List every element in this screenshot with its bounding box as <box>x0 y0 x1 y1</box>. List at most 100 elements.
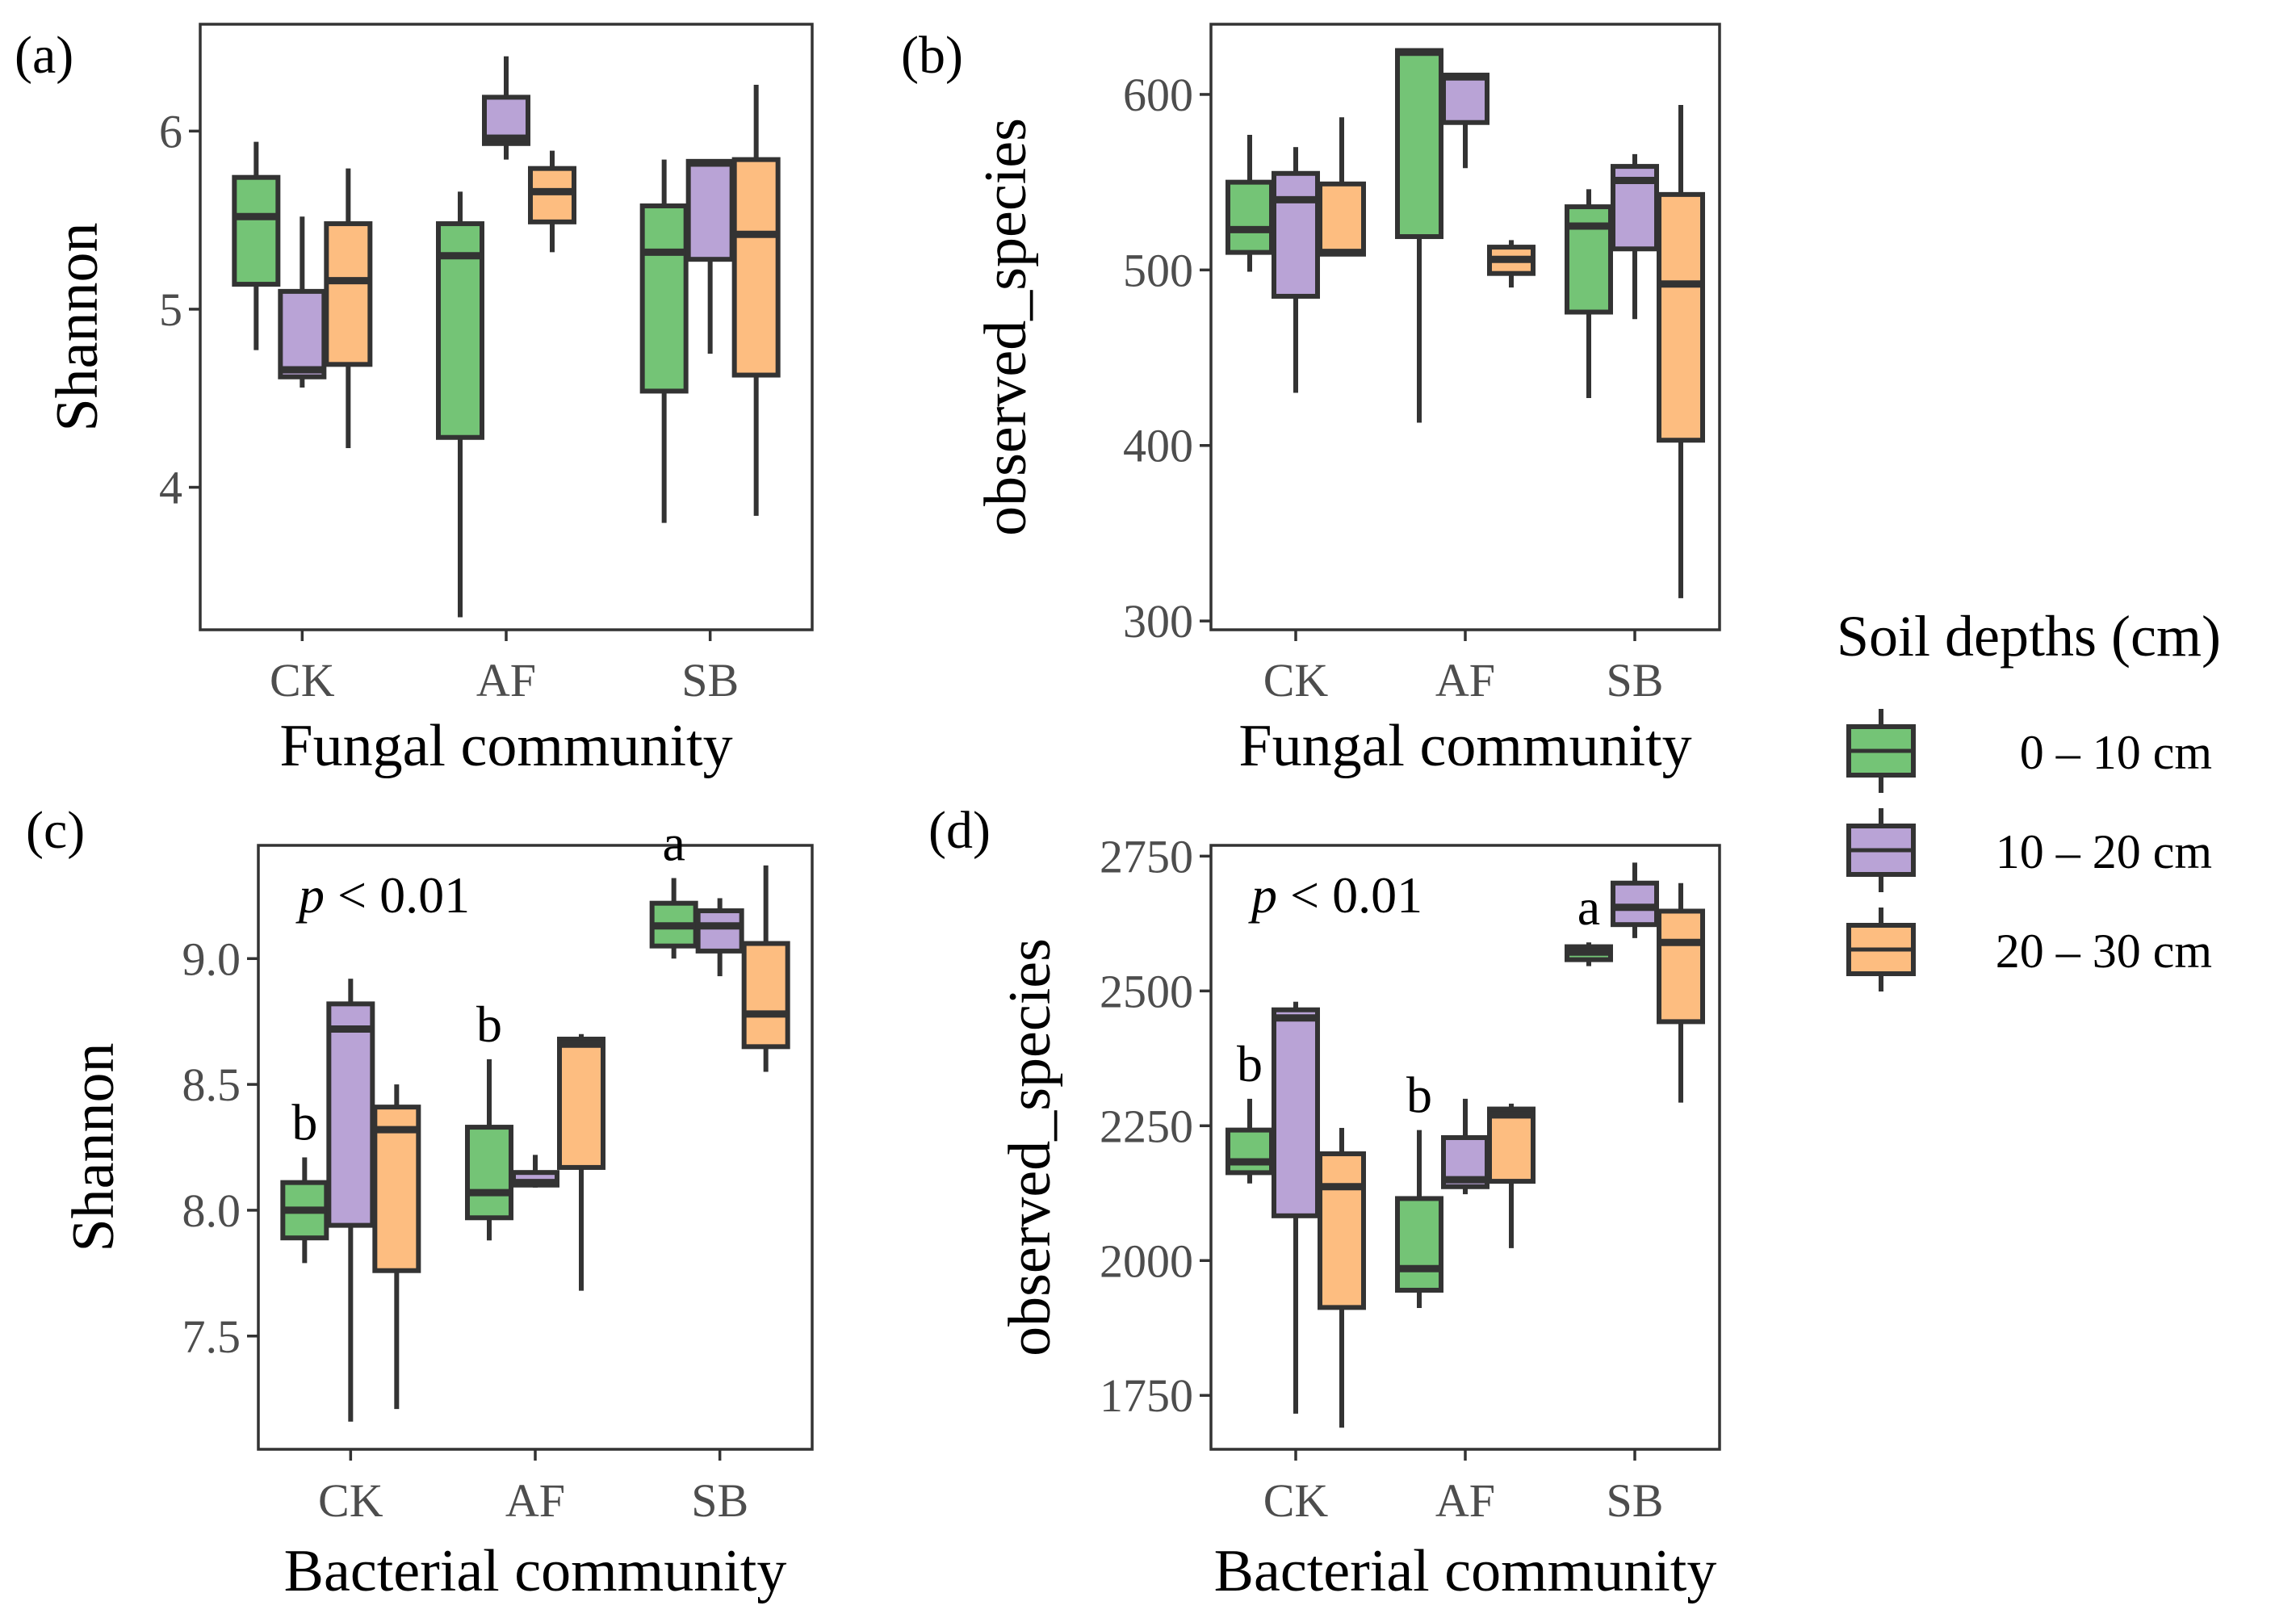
y-tick-label: 600 <box>1123 69 1193 121</box>
box-CK-2 <box>1272 147 1320 393</box>
box-CK-2 <box>326 979 375 1422</box>
box-AF-3 <box>557 1033 605 1291</box>
box-AF-1 <box>1395 1130 1443 1309</box>
box-AF-2 <box>482 56 530 160</box>
y-tick-label: 400 <box>1123 420 1193 472</box>
x-tick-label: SB <box>1607 1474 1664 1527</box>
box-AF-2 <box>1441 73 1489 169</box>
box-body <box>1226 179 1274 255</box>
box-SB-3 <box>741 865 790 1072</box>
y-axis-title: Shannon <box>44 223 111 432</box>
panels: (a) 4 5 6 CK AF SB Fungal community Shannon (b) 30… <box>15 23 1721 1604</box>
x-tick-label: CK <box>1263 1474 1329 1527</box>
box-body <box>685 158 735 262</box>
box-CK-1 <box>1226 134 1274 272</box>
box-body <box>1272 170 1320 299</box>
significance-letter: a <box>1577 878 1600 936</box>
y-tick-label: 7.5 <box>182 1310 241 1363</box>
box-SB-2 <box>685 158 735 354</box>
box-body <box>1318 181 1366 257</box>
box-SB-3 <box>1657 105 1705 598</box>
box-body <box>639 203 689 394</box>
box-body <box>1441 73 1489 125</box>
box-body <box>731 157 781 378</box>
box-SB-3 <box>731 85 781 516</box>
box-body <box>324 221 373 367</box>
y-tick-label: 4 <box>159 462 182 514</box>
significance-letter: a <box>662 815 685 872</box>
x-tick-label: AF <box>1435 654 1495 706</box>
x-tick-label: AF <box>1435 1474 1495 1527</box>
y-tick-label: 1750 <box>1100 1369 1193 1422</box>
box-CK-3 <box>324 168 373 448</box>
panel-b: (b) 300 400 500 600 CK AF SB Fungal community obs… <box>901 23 1721 779</box>
panel-label: (a) <box>15 26 73 85</box>
box-SB-2 <box>695 898 744 977</box>
panel-d: (d) 1750 2000 2250 2500 2750 CK AF SB Bacterial c… <box>928 801 1721 1604</box>
x-tick-label: CK <box>270 654 335 706</box>
box-AF-3 <box>528 150 576 253</box>
legend-label: 20 – 30 cm <box>1996 924 2212 978</box>
box-body <box>1657 908 1705 1025</box>
box-CK-1 <box>1226 1098 1274 1184</box>
x-tick-label: CK <box>318 1474 383 1527</box>
box-AF-3 <box>1487 240 1536 288</box>
x-axis-title: Fungal community <box>279 713 732 779</box>
box-body <box>232 174 281 287</box>
box-SB-1 <box>1565 189 1613 399</box>
box-AF-1 <box>436 191 484 618</box>
y-tick-label: 8.0 <box>182 1184 241 1237</box>
box-body <box>465 1125 513 1221</box>
legend-label: 10 – 20 cm <box>1996 825 2212 878</box>
y-tick-label: 2250 <box>1100 1100 1193 1152</box>
box-body <box>1395 1196 1443 1293</box>
legend-key-3 <box>1846 908 1916 991</box>
box-CK-3 <box>1318 117 1366 257</box>
y-tick-label: 5 <box>159 283 182 336</box>
significance-letter: b <box>1237 1035 1263 1092</box>
significance-letter: b <box>1406 1067 1432 1124</box>
box-SB-3 <box>1657 882 1705 1103</box>
y-tick-label: 300 <box>1123 595 1193 648</box>
x-tick-label: CK <box>1263 654 1329 706</box>
panel-label: (b) <box>901 26 963 85</box>
y-axis-title: observed_species <box>997 938 1063 1356</box>
y-tick-label: 2000 <box>1100 1235 1193 1287</box>
box-SB-1 <box>649 878 698 959</box>
box-body <box>372 1105 421 1273</box>
panel-a: (a) 4 5 6 CK AF SB Fungal community Shannon <box>15 23 814 779</box>
box-body <box>741 941 790 1050</box>
box-body <box>1487 1106 1536 1184</box>
y-tick-label: 6 <box>159 105 182 157</box>
box-SB-1 <box>1565 942 1613 966</box>
legend: Soil depths (cm) 0 – 10 cm 10 – 20 cm 20 – … <box>1837 604 2221 991</box>
significance-letter: b <box>476 996 502 1053</box>
x-axis-title: Fungal community <box>1238 713 1691 779</box>
legend-key-1 <box>1846 709 1916 793</box>
p-value-annotation: p < 0.01 <box>1248 866 1422 924</box>
y-tick-label: 500 <box>1123 244 1193 296</box>
box-body <box>278 288 327 379</box>
p-value-annotation: p < 0.01 <box>295 866 470 924</box>
box-SB-1 <box>639 159 689 523</box>
box-CK-3 <box>372 1084 421 1410</box>
y-tick-label: 2750 <box>1100 830 1193 882</box>
box-body <box>1395 48 1443 240</box>
box-CK-3 <box>1318 1127 1366 1428</box>
legend-key-2 <box>1846 808 1916 892</box>
y-axis-title: observed_species <box>973 118 1039 536</box>
box-body <box>1657 191 1705 443</box>
y-axis-title: Shannon <box>61 1043 127 1252</box>
significance-letter: b <box>291 1093 317 1151</box>
x-tick-label: AF <box>476 654 536 706</box>
y-tick-label: 9.0 <box>182 933 241 985</box>
box-AF-2 <box>511 1155 559 1188</box>
x-tick-label: SB <box>681 654 739 706</box>
legend-title: Soil depths (cm) <box>1837 604 2221 669</box>
y-tick-label: 2500 <box>1100 965 1193 1017</box>
box-body <box>1226 1127 1274 1176</box>
box-body <box>1272 1007 1320 1218</box>
box-body <box>557 1036 605 1170</box>
panel-c: (c) 7.5 8.0 8.5 9.0 CK AF SB Bacterial community… <box>26 801 814 1604</box>
